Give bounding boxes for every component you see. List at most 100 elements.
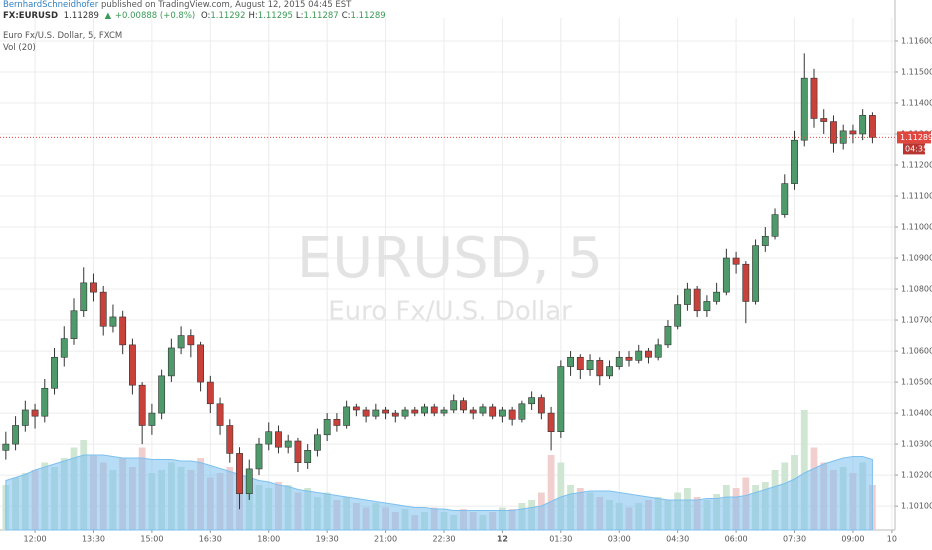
last-price-label: 1.11289 <box>900 133 932 142</box>
ohlc-value: 1.11289 <box>350 11 386 21</box>
candle-body <box>119 316 127 346</box>
candle-body <box>713 291 721 302</box>
y-tick-label: 1.10300 <box>901 440 932 449</box>
candle-body <box>508 409 516 420</box>
legend: Euro Fx/U.S. Dollar, 5, FXCM <box>3 31 123 41</box>
candle-body <box>703 301 711 312</box>
published: published on TradingView.com, August 12,… <box>100 0 352 10</box>
ohlc-label: L: <box>295 11 304 21</box>
candle-body <box>109 316 117 327</box>
candle-body <box>761 236 769 246</box>
candle-body <box>284 440 292 448</box>
candle-body <box>430 406 438 414</box>
candle-body <box>148 412 156 426</box>
candle-body <box>537 397 545 414</box>
x-tick-label: 09:00 <box>841 535 864 544</box>
candle-body <box>245 468 253 495</box>
candle-body <box>586 360 594 370</box>
y-tick-label: 1.10500 <box>901 378 932 387</box>
candle-body <box>859 115 867 135</box>
candle-body <box>567 356 574 367</box>
candle-body <box>391 412 399 417</box>
candle-body <box>343 406 351 426</box>
candle-body <box>498 409 506 417</box>
candle-body <box>158 375 166 414</box>
x-tick-label: 16:30 <box>199 535 222 544</box>
author[interactable]: BernhardSchneidhofer <box>3 0 99 10</box>
volume-bar <box>800 410 808 530</box>
candle-body <box>791 139 798 184</box>
candle-body <box>275 431 282 448</box>
candle-body <box>31 409 39 417</box>
candle-body <box>90 282 97 293</box>
candle-body <box>21 409 29 426</box>
volume-bar <box>547 455 555 530</box>
candle-body <box>197 344 204 383</box>
candle-body <box>645 350 652 358</box>
candle-body <box>469 409 477 414</box>
candle-body <box>752 245 759 302</box>
candle-body <box>781 183 789 215</box>
candle-body <box>654 344 662 358</box>
x-tick-label: 01:30 <box>549 535 572 544</box>
candle-body <box>255 443 263 470</box>
x-tick-label: 15:00 <box>140 535 163 544</box>
candle-body <box>450 400 458 411</box>
candle-body <box>820 118 828 122</box>
last: 1.11289 <box>63 11 99 21</box>
candle-body <box>362 409 370 417</box>
x-tick-label: 12:00 <box>24 535 47 544</box>
ohlc: O:1.11292 H:1.11295 L:1.11287 C:1.11289 <box>201 11 389 21</box>
countdown-badge <box>903 143 925 155</box>
candle-body <box>625 356 633 361</box>
candle-body <box>674 304 682 327</box>
x-tick-label: 04:30 <box>666 535 689 544</box>
candle-body <box>693 288 701 312</box>
candle-body <box>722 257 730 293</box>
candle-body <box>528 397 536 405</box>
x-tick-label: 13:30 <box>82 535 105 544</box>
countdown-label: 04:35 <box>905 144 928 153</box>
x-tick-label: 12 <box>497 535 508 544</box>
candle-body <box>206 381 214 405</box>
ohlc-value: 1.11292 <box>210 11 246 21</box>
candle-body <box>138 384 146 426</box>
y-tick-label: 1.10800 <box>901 285 932 294</box>
candle-body <box>810 77 818 119</box>
candle-body <box>70 310 78 339</box>
candle-body <box>12 425 19 445</box>
candle-body <box>732 257 740 265</box>
y-tick-label: 1.11000 <box>901 223 932 232</box>
x-tick-label: 22:30 <box>432 535 455 544</box>
x-tick-label: 06:00 <box>725 535 748 544</box>
candle-body <box>606 366 613 377</box>
candle-body <box>352 406 360 411</box>
candle-body <box>60 338 68 358</box>
candle-body <box>615 356 623 367</box>
candle-body <box>440 409 448 414</box>
candle-body <box>635 350 643 361</box>
x-tick-label: 21:00 <box>374 535 397 544</box>
y-tick-label: 1.11200 <box>901 160 932 169</box>
candle-body <box>479 406 487 414</box>
y-tick-label: 1.10600 <box>901 347 932 356</box>
y-tick-label: 1.10900 <box>901 254 932 263</box>
x-tick-label: 10 <box>887 535 897 544</box>
candle-body <box>304 450 312 464</box>
ohlc-label: O: <box>200 11 211 21</box>
volume-bar <box>557 462 565 530</box>
ohlc-label: C: <box>341 11 351 21</box>
candle-body <box>830 121 837 144</box>
volume-legend: Vol (20) <box>3 43 36 53</box>
candle-body <box>849 130 857 135</box>
candle-body <box>99 291 107 327</box>
watermark: EURUSD, 5 <box>297 226 603 291</box>
candle-body <box>177 335 185 349</box>
candle-body <box>216 403 224 426</box>
arrow: ▲ <box>104 11 112 21</box>
y-tick-label: 1.11500 <box>901 67 932 76</box>
candle-body <box>323 418 331 436</box>
quote-line: FX:EURUSD 1.11289 ▲ +0.00888 (+0.8%) O:1… <box>3 11 392 21</box>
y-tick-label: 1.10100 <box>901 502 932 511</box>
x-tick-label: 18:00 <box>257 535 280 544</box>
